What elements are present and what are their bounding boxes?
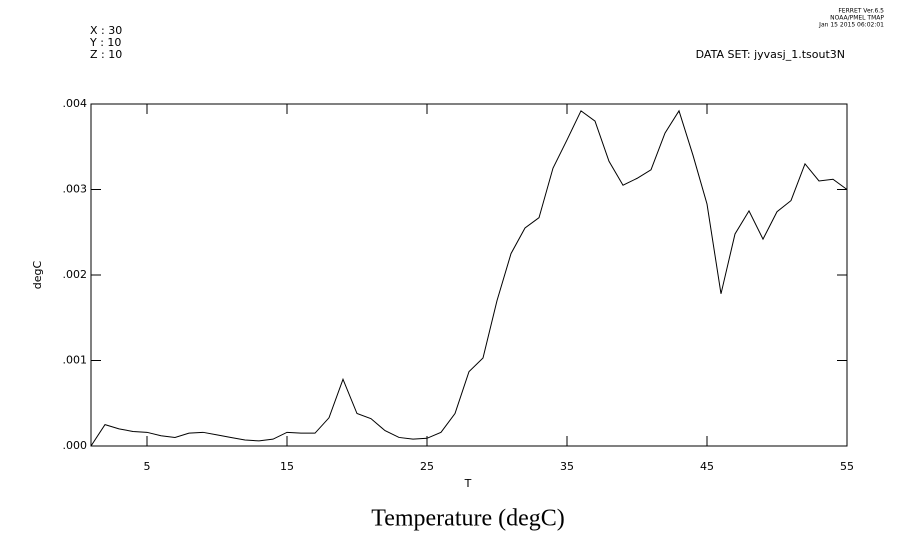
y-tick-label: .001 xyxy=(63,354,88,367)
chart-title: Temperature (degC) xyxy=(371,506,565,532)
header: Jan 15 2015 06:02:01 xyxy=(818,22,884,29)
x-tick-label: 25 xyxy=(420,460,434,473)
dataset-label: DATA SET: jyvasj_1.tsout3N xyxy=(696,48,845,61)
annotation: Z : 10 xyxy=(90,48,122,61)
y-axis-label: degC xyxy=(31,260,44,289)
y-tick-label: .004 xyxy=(63,97,88,110)
annotation: X : 30 xyxy=(90,24,122,37)
x-tick-label: 5 xyxy=(144,460,151,473)
data-line xyxy=(90,109,848,447)
x-tick-label: 45 xyxy=(700,460,714,473)
annotation: Y : 10 xyxy=(89,36,121,49)
header: NOAA/PMEL TMAP xyxy=(830,15,884,22)
header: FERRET Ver.6.5 xyxy=(838,8,884,15)
plot-frame xyxy=(90,103,848,447)
x-tick-label: 15 xyxy=(280,460,294,473)
y-tick-label: .002 xyxy=(63,268,88,281)
y-tick-label: .003 xyxy=(63,183,88,196)
y-tick-label: .000 xyxy=(63,439,88,452)
x-tick-label: 35 xyxy=(560,460,574,473)
x-tick-label: 55 xyxy=(840,460,854,473)
x-axis-label: T xyxy=(464,477,472,490)
